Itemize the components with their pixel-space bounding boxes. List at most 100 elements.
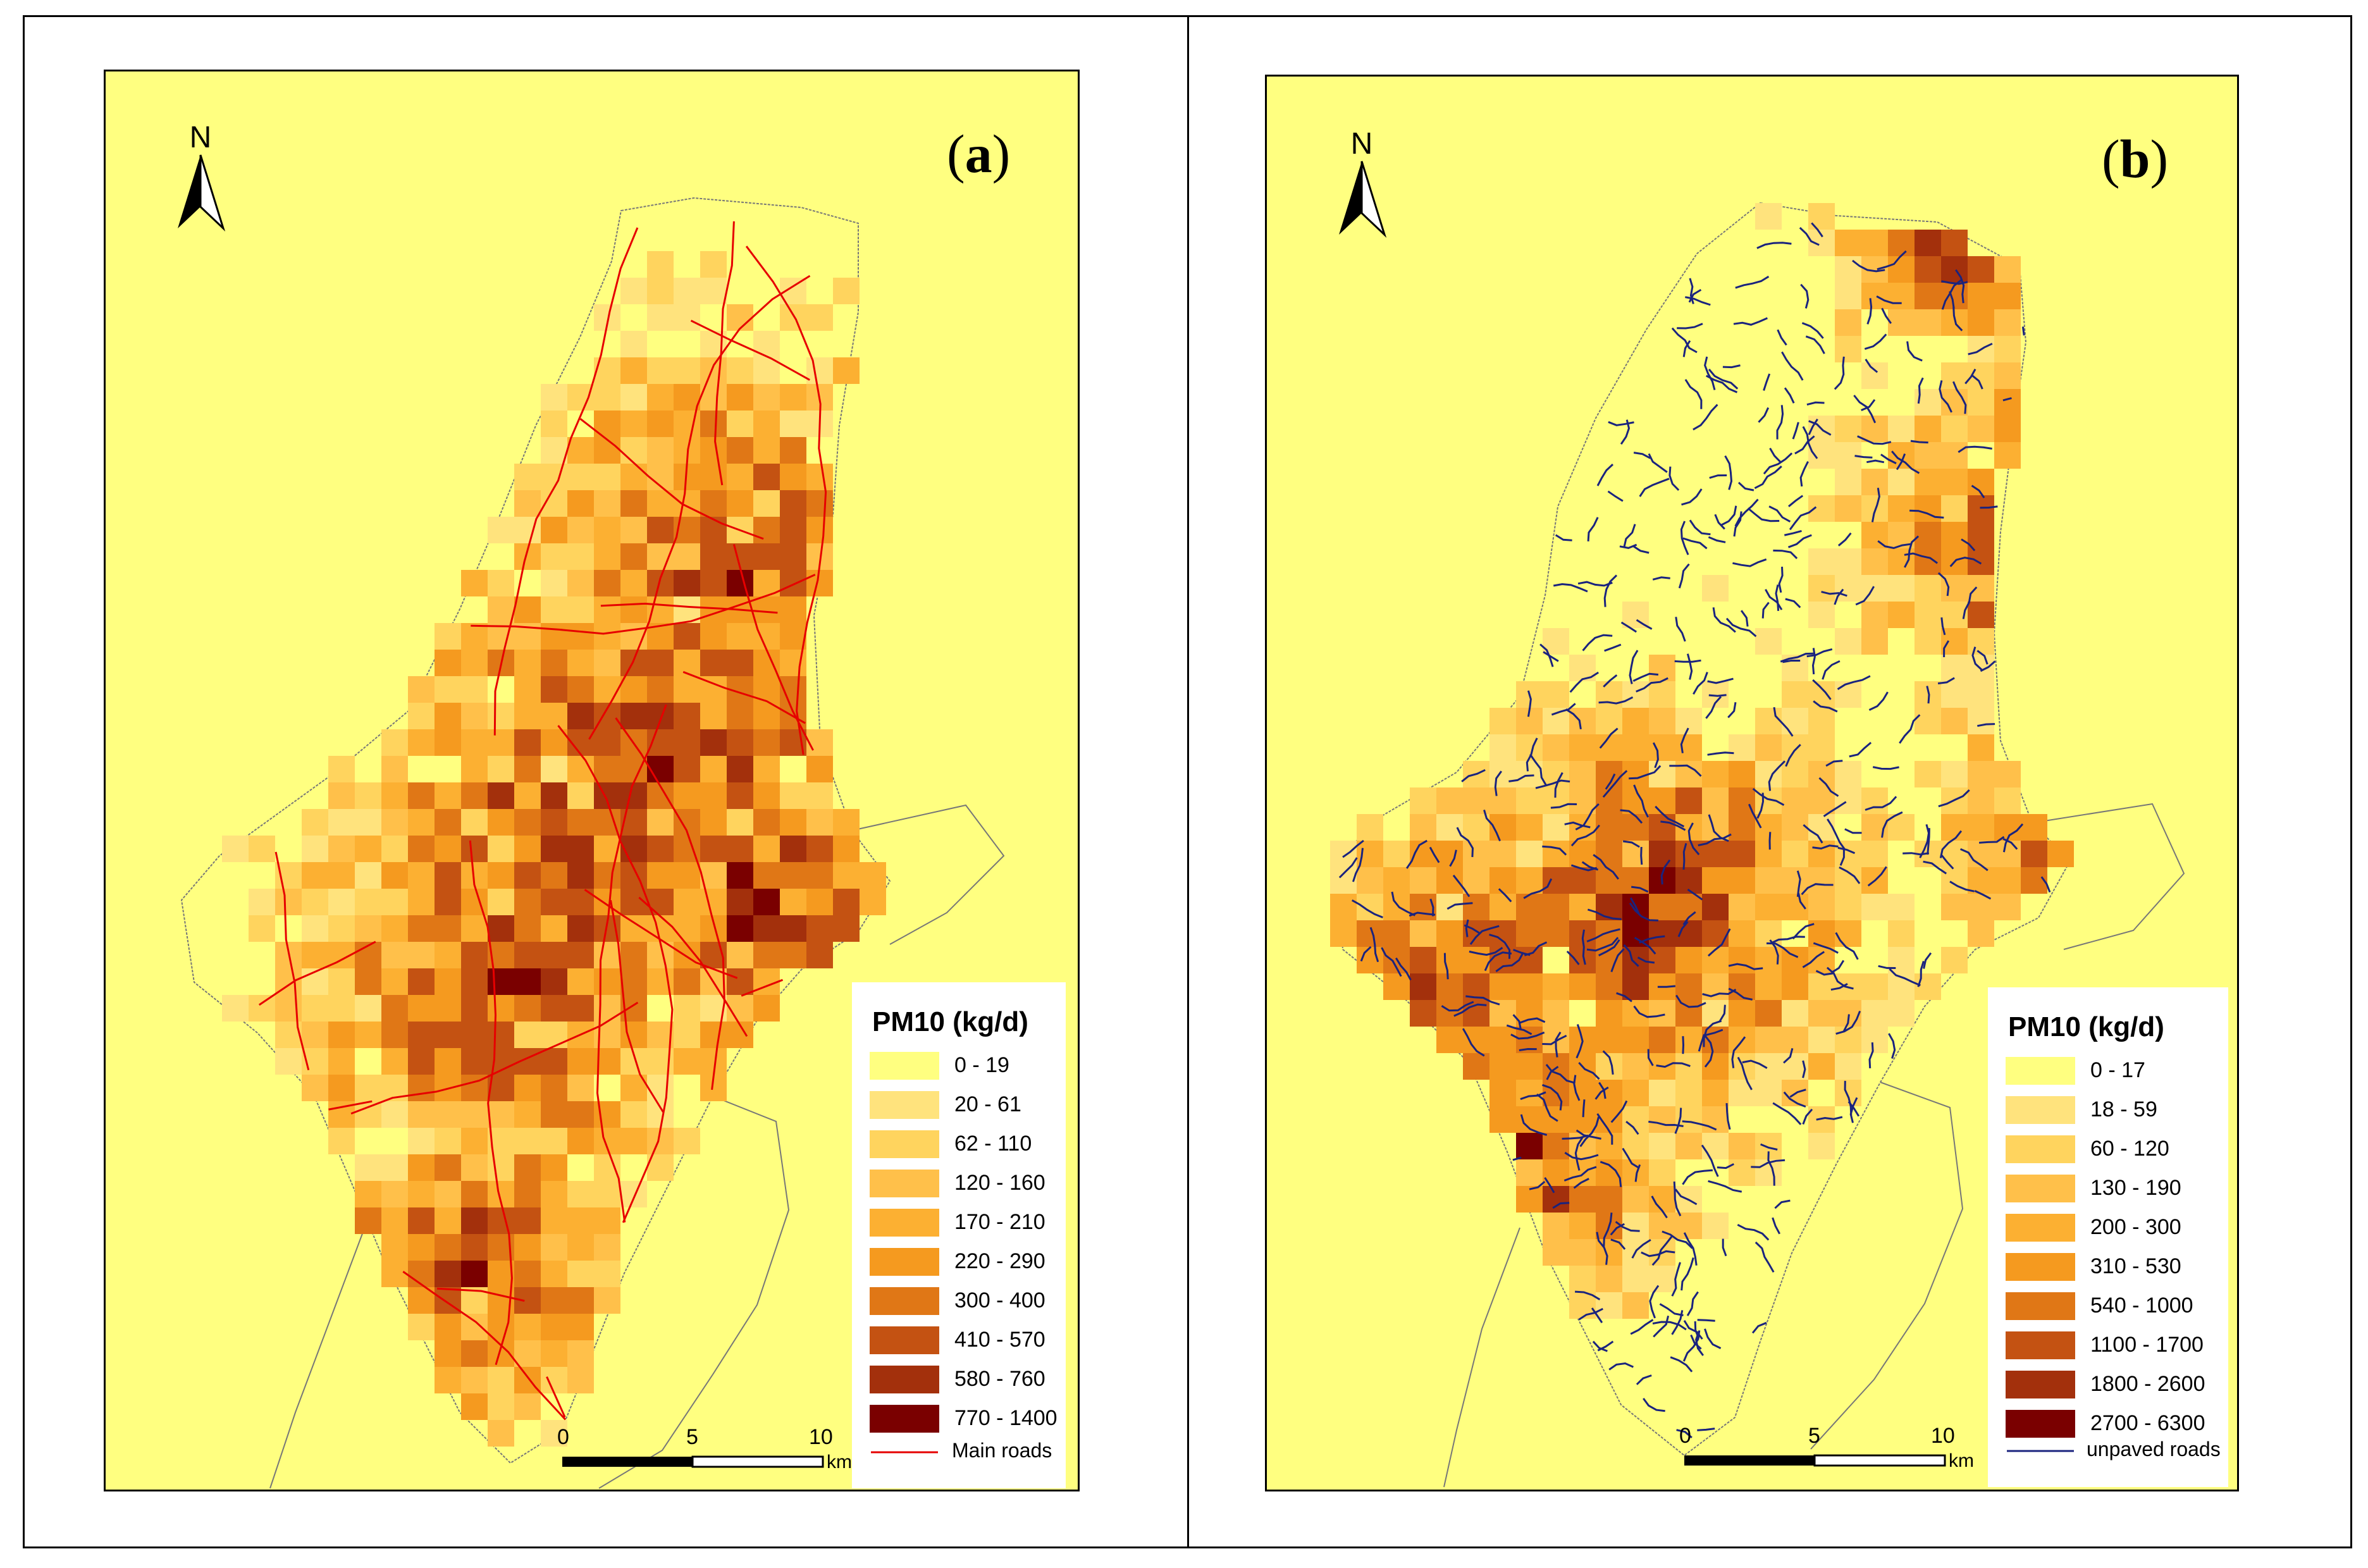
legend-label: 200 - 300 — [2090, 1215, 2181, 1239]
grid-cell — [1808, 867, 1835, 894]
unpaved-road — [1704, 1328, 1722, 1349]
map-panel-a: (a) N PM10 (kg/d) 0 - 19 20 - 61 62 - 110 1… — [104, 70, 1080, 1491]
main-road — [258, 941, 376, 1006]
unpaved-road — [1800, 283, 1810, 309]
grid-cell — [647, 251, 674, 278]
grid-cell — [435, 1207, 461, 1234]
grid-cell — [1622, 708, 1649, 734]
grid-cell — [700, 278, 727, 304]
grid-cell — [381, 862, 408, 889]
grid-cell — [1941, 469, 1968, 495]
grid-cell — [541, 1075, 567, 1101]
unpaved-road — [1513, 949, 1531, 956]
unpaved-road — [1977, 723, 1995, 727]
grid-cell — [461, 703, 488, 729]
unpaved-road — [1760, 1143, 1778, 1151]
grid-cell — [461, 809, 488, 836]
grid-cell — [567, 836, 594, 862]
grid-cell — [1569, 973, 1596, 1000]
unpaved-road — [1651, 1195, 1668, 1219]
grid-cell — [1968, 548, 1994, 575]
grid-cell — [381, 756, 408, 782]
grid-cell — [647, 304, 674, 331]
grid-cell — [620, 968, 647, 995]
grid-cell — [674, 304, 700, 331]
grid-cell — [1463, 867, 1489, 894]
grid-cell — [1596, 1266, 1622, 1292]
unpaved-road — [1708, 368, 1739, 390]
grid-cell — [1543, 1213, 1569, 1239]
grid-cell — [514, 942, 541, 968]
grid-cell — [1808, 230, 1835, 256]
grid-cell — [1569, 867, 1596, 894]
unpaved-road — [1767, 1151, 1775, 1186]
grid-cell — [1596, 787, 1622, 814]
grid-cell — [1861, 841, 1888, 867]
grid-cell — [1861, 362, 1888, 389]
grid-cell — [1729, 761, 1755, 787]
grid-cell — [594, 809, 620, 836]
grid-cell — [674, 490, 700, 517]
unpaved-road — [1768, 505, 1791, 523]
grid-cell — [1410, 920, 1436, 947]
grid-cell — [1569, 1186, 1596, 1213]
unpaved-road — [1637, 956, 1655, 964]
unpaved-road — [1639, 478, 1670, 497]
grid-cell — [1649, 1106, 1675, 1133]
unpaved-road — [1949, 880, 1975, 892]
grid-cell — [355, 782, 381, 809]
grid-cell — [1622, 920, 1649, 947]
grid-cell — [1702, 867, 1729, 894]
grid-cell — [461, 942, 488, 968]
grid-cell — [594, 676, 620, 703]
grid-cell — [1436, 1027, 1463, 1053]
grid-cell — [1649, 787, 1675, 814]
unpaved-road — [1728, 987, 1753, 1001]
unpaved-road — [1871, 488, 1880, 522]
unpaved-road — [1728, 963, 1763, 970]
grid-cell — [1782, 1027, 1808, 1053]
grid-cell — [355, 1101, 381, 1128]
grid-cell — [594, 968, 620, 995]
grid-cell — [514, 862, 541, 889]
grid-cell — [1516, 814, 1543, 841]
grid-cell — [1543, 867, 1569, 894]
unpaved-road — [1464, 924, 1481, 934]
unpaved-road — [1763, 373, 1771, 391]
unpaved-road — [1498, 888, 1512, 903]
grid-cell — [1516, 1053, 1543, 1080]
unpaved-road — [1607, 490, 1624, 502]
grid-cell — [381, 1048, 408, 1075]
grid-cell — [780, 782, 806, 809]
grid-cell — [249, 836, 275, 862]
unpaved-road — [1751, 1321, 1767, 1334]
unpaved-road — [1550, 803, 1577, 809]
grid-cell — [1968, 920, 1994, 947]
grid-cell — [408, 1075, 435, 1101]
grid-cell — [806, 490, 833, 517]
grid-cell — [1915, 416, 1941, 442]
unpaved-road — [1405, 839, 1428, 869]
grid-cell — [1835, 575, 1861, 602]
grid-cell — [541, 782, 567, 809]
grid-cell — [1835, 628, 1861, 655]
grid-cell — [780, 623, 806, 650]
unpaved-road — [1844, 828, 1862, 834]
grid-cell — [780, 411, 806, 437]
map-a-canvas — [180, 197, 1005, 1489]
grid-cell — [461, 650, 488, 676]
grid-cell — [1994, 389, 2021, 416]
grid-cell — [753, 437, 780, 464]
unpaved-road — [1625, 1121, 1639, 1135]
grid-cell — [302, 889, 328, 915]
grid-cell — [647, 357, 674, 384]
grid-cell — [461, 995, 488, 1022]
unpaved-road — [1706, 374, 1738, 393]
unpaved-road — [1952, 306, 1963, 331]
unpaved-road — [1834, 588, 1844, 605]
unpaved-road — [1784, 529, 1802, 536]
grid-cell — [727, 703, 753, 729]
grid-cell — [541, 1101, 567, 1128]
legend-swatch — [2006, 1292, 2075, 1320]
grid-cell — [727, 915, 753, 942]
